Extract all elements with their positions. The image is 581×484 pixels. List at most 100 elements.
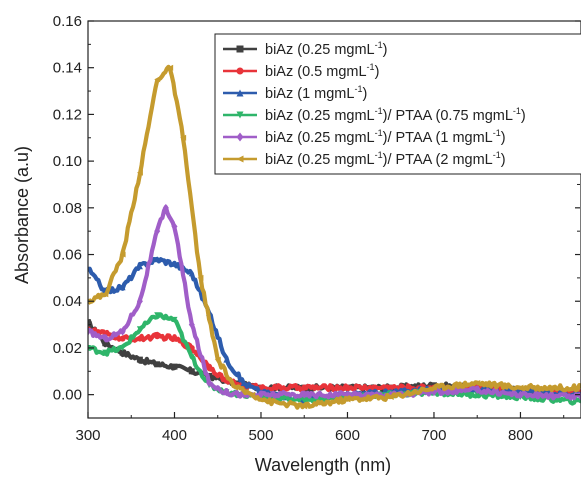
y-axis-title: Absorbance (a.u): [12, 146, 32, 284]
data-point-s5-8: [188, 320, 195, 329]
data-point-s4-4: [136, 326, 143, 333]
data-point-s1-6: [171, 363, 178, 370]
data-point-s3-7: [188, 270, 195, 277]
legend-box: [214, 33, 581, 175]
legend-marker-1: [236, 45, 244, 53]
data-point-s4-6: [171, 316, 178, 323]
data-point-s6-14: [344, 396, 351, 403]
data-point-s5-18: [517, 390, 524, 399]
data-point-s6-9: [214, 356, 221, 363]
data-point-s2-13: [344, 384, 351, 391]
data-point-s6-18: [517, 384, 524, 391]
data-point-s5-10: [223, 388, 230, 397]
legend-marker-4: [236, 111, 244, 119]
data-point-s1-2: [102, 340, 109, 347]
data-point-s6-13: [301, 403, 308, 410]
data-point-s3-9: [223, 356, 230, 363]
data-point-s5-5: [154, 227, 161, 236]
data-point-s6-6: [167, 64, 174, 71]
x-tick-label: 700: [421, 427, 446, 444]
data-point-s6-11: [249, 391, 256, 398]
legend-marker-3: [236, 89, 244, 97]
data-point-s4-2: [102, 349, 109, 356]
series-line-2: [88, 327, 581, 396]
series-line-5: [88, 204, 581, 401]
legend: biAz (0.25 mgmL-1) biAz (0.5 mgmL-1) biAz …: [214, 33, 581, 175]
data-point-s4-5: [154, 312, 161, 319]
data-point-s3-4: [136, 263, 143, 270]
data-point-s2-12: [301, 384, 308, 391]
data-point-s6-12: [266, 398, 273, 405]
data-point-s6-17: [474, 379, 481, 386]
legend-marker-2: [236, 67, 244, 75]
data-point-s6-19: [578, 386, 581, 390]
plot-frame: [87, 20, 581, 419]
data-point-s6-8: [197, 274, 204, 281]
data-point-s6-7: [180, 134, 187, 141]
data-point-s2-4: [136, 335, 143, 342]
legend-label-1: biAz (0.25 mgmL-1): [265, 40, 387, 58]
data-point-s4-12: [301, 396, 308, 403]
data-point-s5-4: [136, 297, 143, 306]
y-tick-label: 0.12: [53, 106, 82, 123]
data-point-s3-6: [171, 260, 178, 267]
data-point-s6-3: [119, 251, 126, 258]
y-tick-label: 0.10: [53, 153, 82, 170]
data-point-s5-17: [474, 385, 481, 394]
data-point-s2-5: [154, 333, 161, 340]
y-tick-label: 0.08: [53, 200, 82, 217]
y-tick-label: 0.16: [53, 13, 82, 30]
data-point-s6-4: [136, 169, 143, 176]
y-tick-label: 0.02: [53, 340, 82, 357]
data-point-s1-4: [136, 356, 143, 363]
x-axis-title: Wavelength (nm): [255, 455, 391, 475]
legend-label-3: biAz (1 mgmL-1): [265, 84, 367, 102]
data-point-s5-6: [162, 203, 169, 212]
data-point-s3-1: [88, 265, 91, 272]
data-point-s1-5: [154, 361, 161, 368]
y-tick-label: 0.14: [53, 60, 82, 77]
x-tick-label: 300: [75, 427, 100, 444]
data-point-s2-3: [119, 335, 126, 342]
data-point-s1-1: [88, 319, 91, 326]
data-point-s5-2: [102, 334, 109, 343]
data-point-s6-5: [154, 76, 161, 83]
legend-label-5: biAz (0.25 mgmL-1)/ PTAA (1 mgmL-1): [265, 128, 506, 146]
y-tick-label: 0.06: [53, 247, 82, 264]
data-point-s5-3: [119, 327, 126, 336]
data-point-s3-10: [240, 379, 247, 386]
data-point-s5-1: [88, 327, 91, 336]
data-point-s4-18: [578, 398, 581, 405]
data-point-s4-3: [119, 344, 126, 351]
data-point-s6-16: [430, 384, 437, 391]
axes-layer: 300 400 500 600 700 800 0.00 0.02 0.04 0.06 0.08 0.…: [53, 13, 581, 444]
legend-label-6: biAz (0.25 mgmL-1)/ PTAA (2 mgmL-1): [265, 150, 506, 168]
data-point-s5-9: [206, 378, 213, 387]
data-point-s6-2: [102, 291, 109, 298]
plot-layer: [88, 64, 581, 410]
data-point-s1-7: [188, 368, 195, 375]
data-point-s6-10: [232, 384, 239, 391]
data-point-s2-14: [387, 384, 394, 391]
y-tick-label: 0.04: [53, 293, 82, 310]
data-point-s1-3: [119, 349, 126, 356]
x-tick-label: 600: [335, 427, 360, 444]
series-line-3: [88, 256, 581, 404]
x-tick-label: 800: [508, 427, 533, 444]
data-point-s3-5: [154, 256, 161, 263]
data-point-s4-7: [188, 354, 195, 361]
x-tick-label: 400: [162, 427, 187, 444]
data-point-s3-3: [119, 284, 126, 291]
legend-label-2: biAz (0.5 mgmL-1): [265, 62, 379, 80]
legend-marker-5: [236, 132, 244, 142]
legend-label-4: biAz (0.25 mgmL-1)/ PTAA (0.75 mgmL-1): [265, 106, 526, 124]
data-point-s5-7: [171, 222, 178, 231]
data-point-s2-6: [171, 335, 178, 342]
y-tick-label: 0.00: [53, 387, 82, 404]
legend-marker-6: [236, 155, 244, 163]
data-point-s2-8: [206, 363, 213, 370]
data-point-s5-13: [301, 390, 308, 399]
data-point-s6-15: [387, 393, 394, 400]
